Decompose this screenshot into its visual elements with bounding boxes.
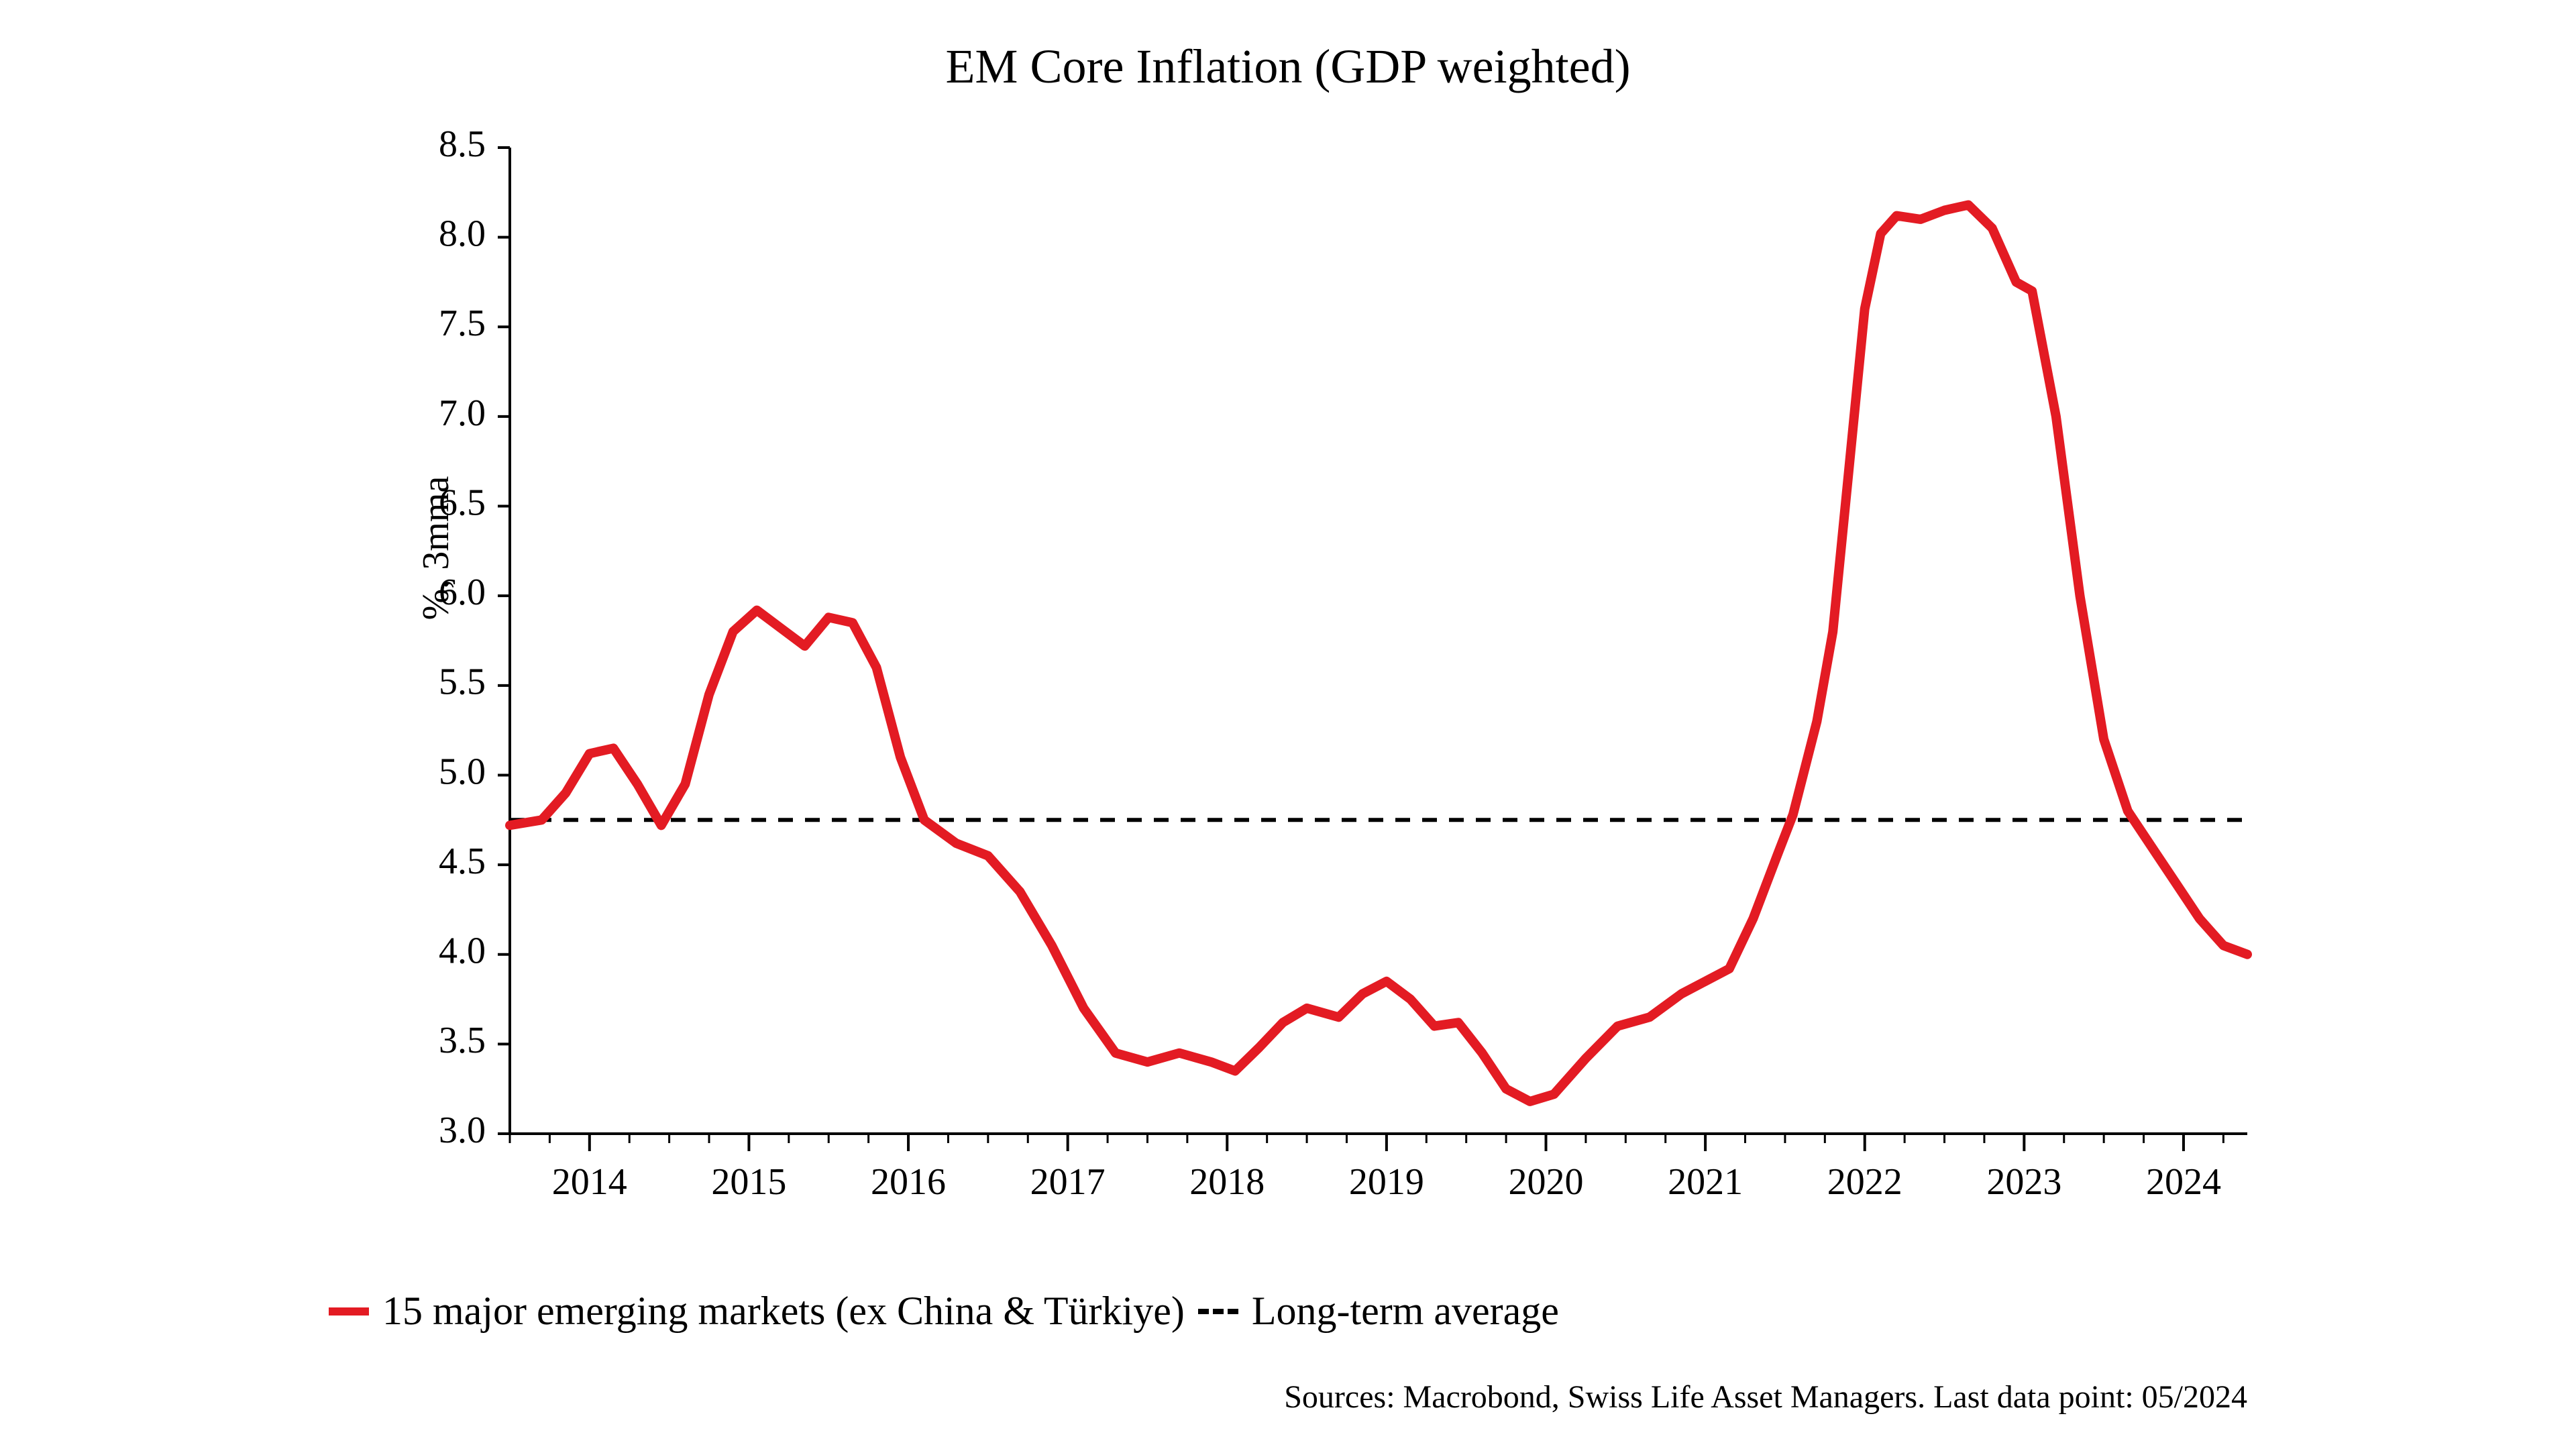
x-tick-label: 2020 xyxy=(1508,1161,1583,1203)
x-tick-label: 2024 xyxy=(2146,1161,2221,1203)
x-tick-label: 2017 xyxy=(1030,1161,1106,1203)
x-tick-label: 2015 xyxy=(711,1161,786,1203)
chart-container: EM Core Inflation (GDP weighted) %, 3mma… xyxy=(0,0,2576,1449)
x-tick-label: 2019 xyxy=(1349,1161,1424,1203)
x-tick-label: 2021 xyxy=(1668,1161,1743,1203)
y-tick-label: 3.0 xyxy=(439,1110,486,1151)
y-tick-label: 8.0 xyxy=(439,213,486,254)
x-tick-label: 2018 xyxy=(1189,1161,1265,1203)
y-tick-label: 6.0 xyxy=(439,572,486,613)
legend: 15 major emerging markets (ex China & Tü… xyxy=(329,1288,1559,1334)
x-tick-label: 2022 xyxy=(1827,1161,1902,1203)
y-tick-label: 5.5 xyxy=(439,661,486,703)
legend-label: Long-term average xyxy=(1252,1288,1559,1334)
x-tick-label: 2023 xyxy=(1986,1161,2061,1203)
y-tick-label: 7.0 xyxy=(439,392,486,434)
series-line xyxy=(510,205,2247,1102)
chart-plot: 3.0 3.5 4.0 4.5 5.0 5.5 6.0 6.5 7.0 7.5 8.0 8.5 2014… xyxy=(0,0,2576,1449)
y-tick-label: 5.0 xyxy=(439,751,486,792)
legend-swatch-dashed xyxy=(1198,1309,1238,1314)
y-tick-label: 7.5 xyxy=(439,303,486,344)
legend-label: 15 major emerging markets (ex China & Tü… xyxy=(382,1288,1185,1334)
y-tick-label: 3.5 xyxy=(439,1020,486,1061)
x-tick-label: 2014 xyxy=(552,1161,627,1203)
y-tick-label: 6.5 xyxy=(439,482,486,523)
y-tick-label: 4.0 xyxy=(439,930,486,972)
source-note: Sources: Macrobond, Swiss Life Asset Man… xyxy=(1284,1379,2247,1415)
y-tick-label: 4.5 xyxy=(439,841,486,882)
y-tick-label: 8.5 xyxy=(439,123,486,165)
x-tick-label: 2016 xyxy=(871,1161,946,1203)
legend-swatch-solid xyxy=(329,1307,369,1316)
